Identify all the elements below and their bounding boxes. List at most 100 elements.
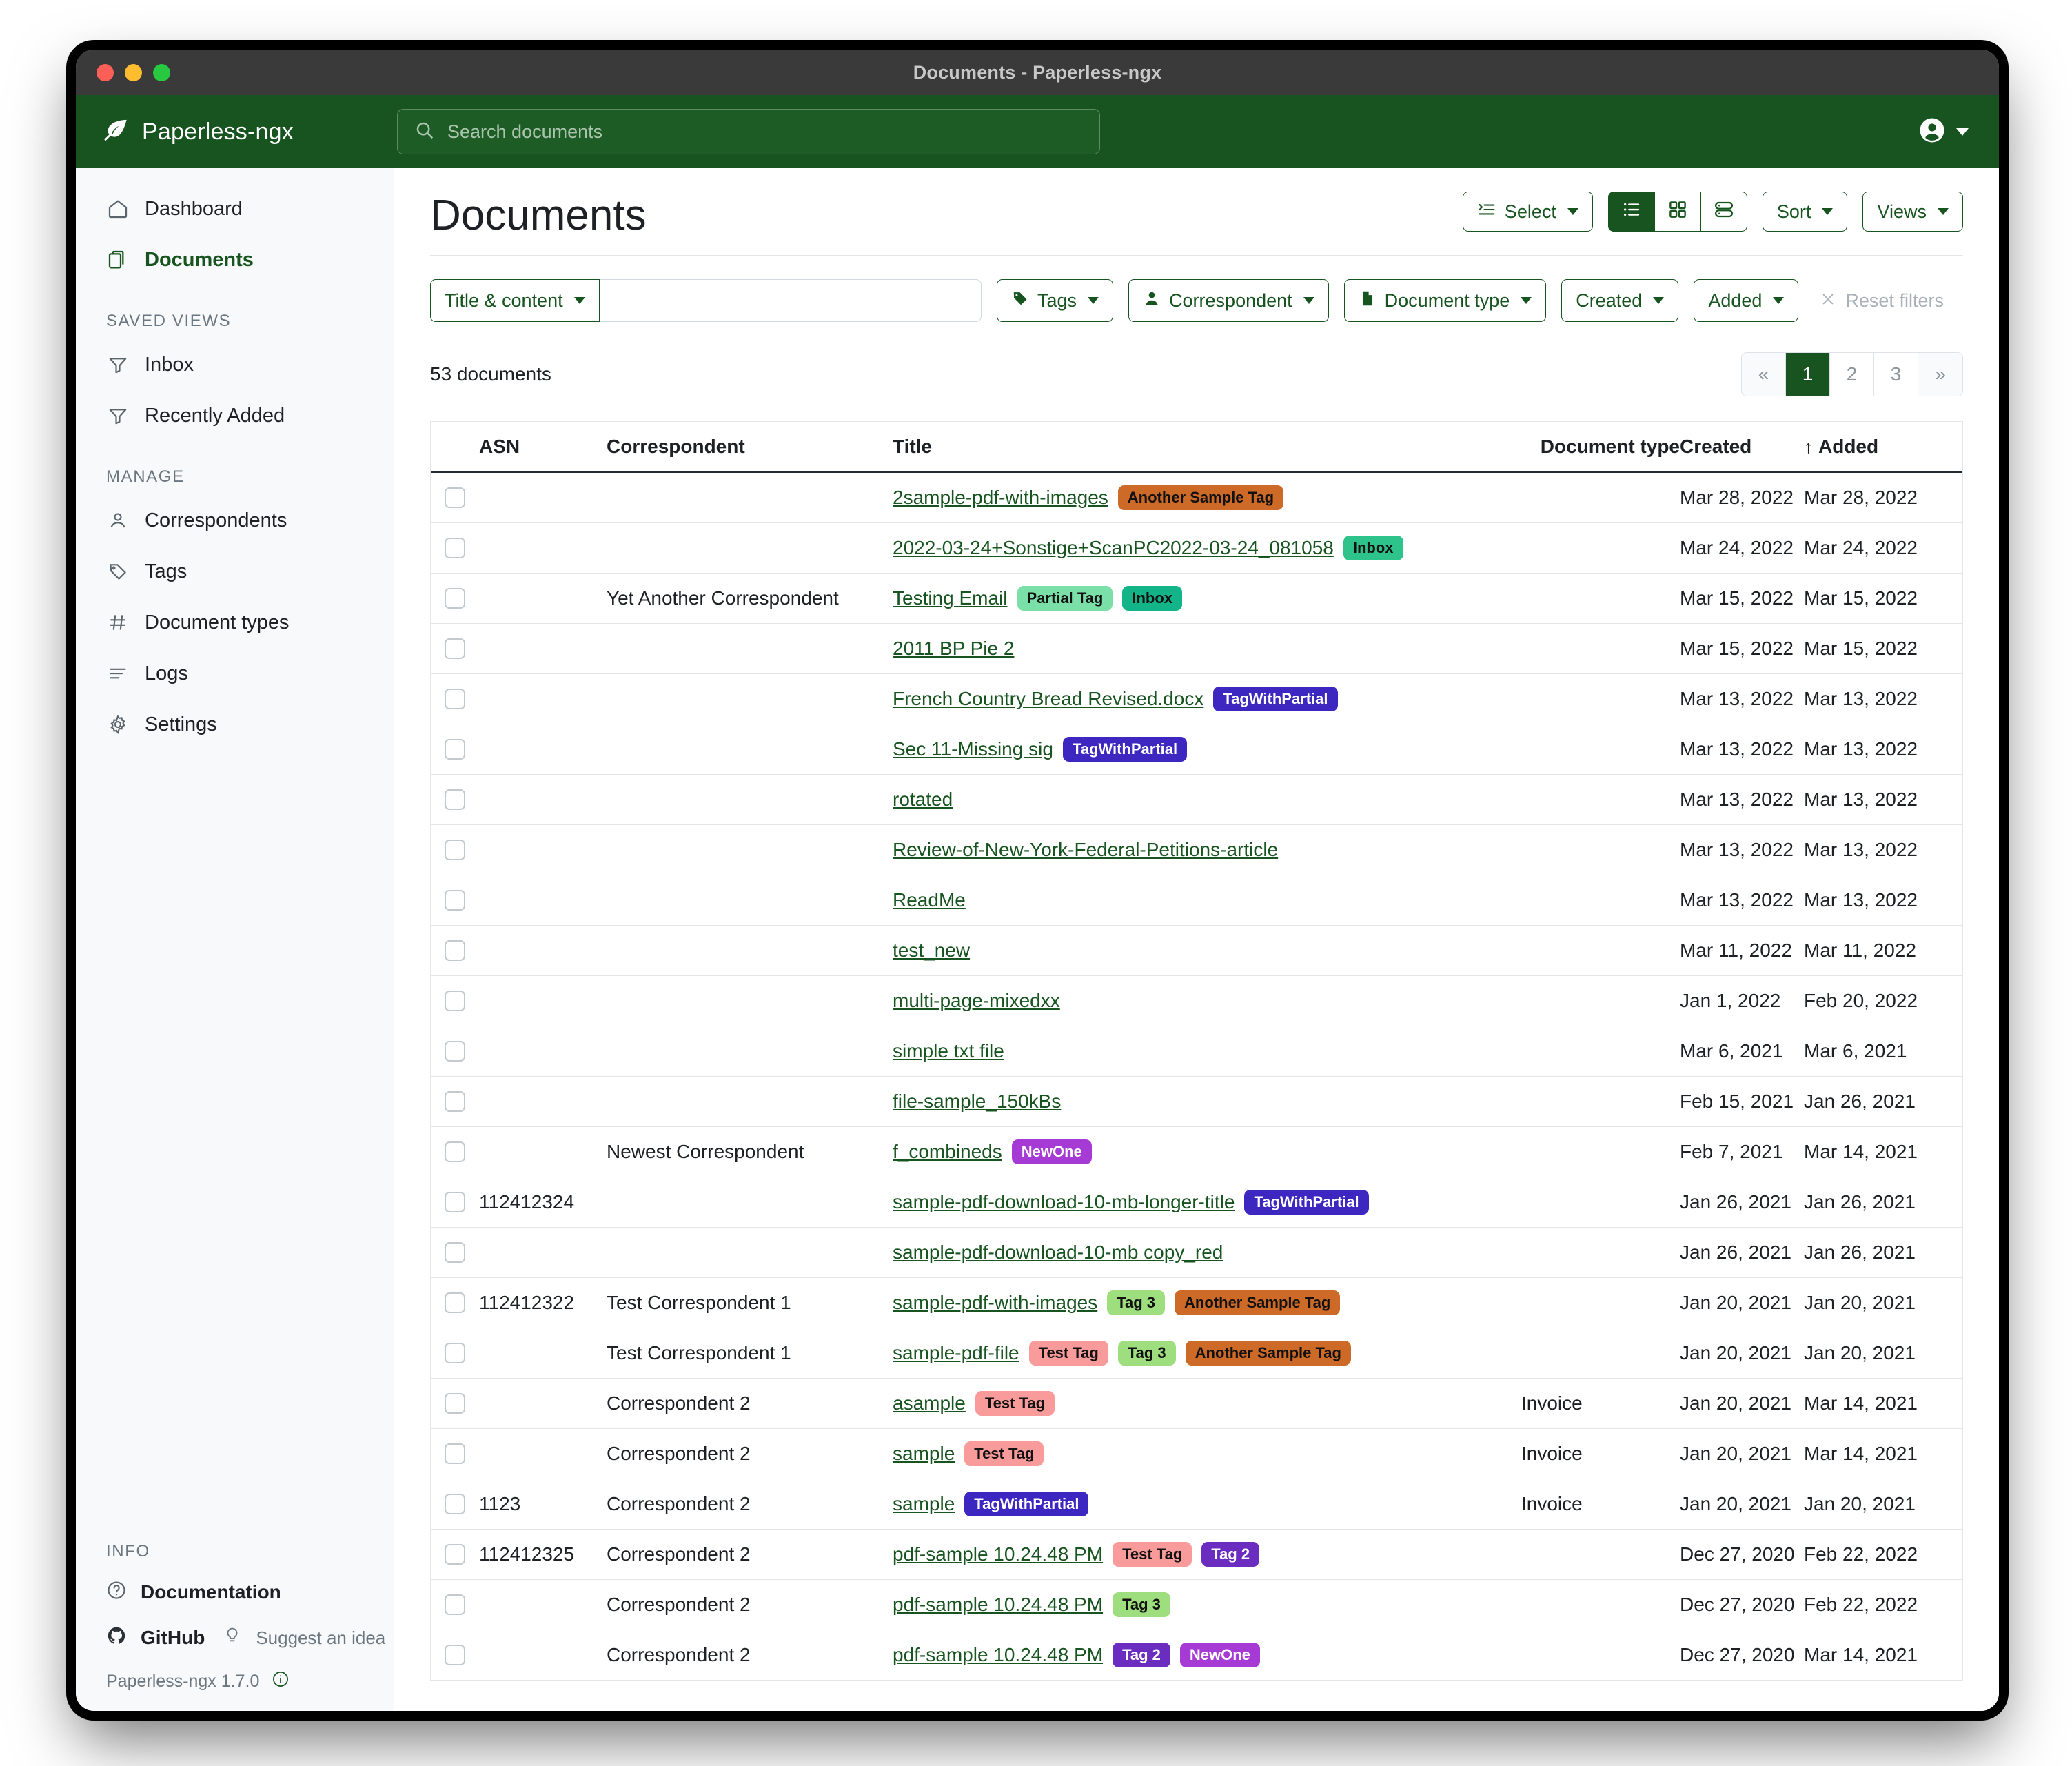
maximize-window-button[interactable] (153, 63, 170, 81)
tag-badge[interactable]: TagWithPartial (1244, 1190, 1369, 1215)
row-checkbox[interactable] (445, 940, 465, 961)
row-checkbox[interactable] (445, 1192, 465, 1212)
correspondent-filter-button[interactable]: Correspondent (1128, 279, 1329, 322)
table-row[interactable]: multi-page-mixedxx Jan 1, 2022 Feb 20, 202… (431, 976, 1962, 1026)
document-title-link[interactable]: pdf-sample 10.24.48 PM (893, 1594, 1104, 1615)
document-title-link[interactable]: 2022-03-24+Sonstige+ScanPC2022-03-24_081… (893, 537, 1334, 558)
table-row[interactable]: 112412324 sample-pdf-download-10-mb-longe… (431, 1177, 1962, 1228)
tag-badge[interactable]: Test Tag (1113, 1542, 1192, 1567)
suggest-idea-link[interactable]: Suggest an idea (223, 1615, 385, 1661)
tag-badge[interactable]: Tag 2 (1113, 1643, 1170, 1667)
table-row[interactable]: Sec 11-Missing sig TagWithPartial Mar 13, … (431, 724, 1962, 775)
minimize-window-button[interactable] (125, 63, 142, 81)
list-view-button[interactable] (1607, 192, 1655, 232)
table-row[interactable]: 112412322 Test Correspondent 1 sample-pdf-… (431, 1278, 1962, 1328)
tag-badge[interactable]: TagWithPartial (964, 1492, 1089, 1516)
tag-badge[interactable]: Test Tag (1028, 1341, 1108, 1366)
column-header-correspondent[interactable]: Correspondent (607, 435, 745, 457)
table-row[interactable]: Correspondent 2 pdf-sample 10.24.48 PM Tag… (431, 1630, 1962, 1681)
document-title-link[interactable]: Review-of-New-York-Federal-Petitions-art… (893, 839, 1279, 860)
row-checkbox[interactable] (445, 789, 465, 810)
column-header-added[interactable]: ↑ Added (1804, 436, 1962, 458)
sidebar-item-inbox[interactable]: Inbox (76, 339, 394, 390)
row-checkbox[interactable] (445, 1393, 465, 1414)
document-title-link[interactable]: pdf-sample 10.24.48 PM (893, 1644, 1104, 1665)
sidebar-item-tags[interactable]: Tags (76, 546, 394, 597)
column-header-title[interactable]: Title (893, 435, 933, 457)
row-checkbox[interactable] (445, 991, 465, 1011)
document-title-link[interactable]: simple txt file (893, 1040, 1004, 1062)
table-row[interactable]: test_new Mar 11, 2022 Mar 11, 2022 (431, 926, 1962, 976)
title-content-dropdown[interactable]: Title & content (430, 279, 600, 322)
table-row[interactable]: sample-pdf-download-10-mb copy_red Jan 26… (431, 1228, 1962, 1278)
grid-view-button[interactable] (1654, 192, 1701, 232)
row-checkbox[interactable] (445, 689, 465, 709)
added-filter-button[interactable]: Added (1694, 279, 1799, 322)
info-circle-icon[interactable] (272, 1670, 290, 1693)
document-title-link[interactable]: file-sample_150kBs (893, 1090, 1062, 1112)
tag-badge[interactable]: TagWithPartial (1062, 737, 1188, 762)
row-checkbox[interactable] (445, 1443, 465, 1464)
table-row[interactable]: 2022-03-24+Sonstige+ScanPC2022-03-24_081… (431, 523, 1962, 574)
pagination-prev[interactable]: « (1742, 353, 1786, 396)
tag-badge[interactable]: Another Sample Tag (1117, 485, 1284, 510)
row-checkbox[interactable] (445, 1544, 465, 1565)
row-checkbox[interactable] (445, 1645, 465, 1665)
tag-badge[interactable]: Test Tag (964, 1441, 1044, 1466)
row-checkbox[interactable] (445, 638, 465, 659)
sidebar-item-logs[interactable]: Logs (76, 648, 394, 699)
row-checkbox[interactable] (445, 588, 465, 609)
sidebar-item-correspondents[interactable]: Correspondents (76, 495, 394, 546)
tag-badge[interactable]: Another Sample Tag (1185, 1341, 1351, 1366)
table-row[interactable]: Review-of-New-York-Federal-Petitions-art… (431, 825, 1962, 875)
row-checkbox[interactable] (445, 1141, 465, 1162)
tag-badge[interactable]: Another Sample Tag (1175, 1290, 1341, 1315)
table-row[interactable]: Yet Another Correspondent Testing Email Pa… (431, 574, 1962, 624)
row-checkbox[interactable] (445, 890, 465, 911)
detail-view-button[interactable] (1700, 192, 1747, 232)
tag-badge[interactable]: Tag 2 (1201, 1542, 1260, 1567)
document-title-link[interactable]: sample (893, 1493, 955, 1514)
table-row[interactable]: Correspondent 2 asample Test Tag Invoice Jan… (431, 1379, 1962, 1429)
document-title-link[interactable]: 2sample-pdf-with-images (893, 487, 1108, 508)
pagination-page-1[interactable]: 1 (1786, 353, 1830, 396)
tag-badge[interactable]: NewOne (1179, 1643, 1260, 1667)
tag-badge[interactable]: Test Tag (975, 1391, 1055, 1416)
sidebar-item-dashboard[interactable]: Dashboard (76, 183, 394, 234)
created-filter-button[interactable]: Created (1561, 279, 1679, 322)
table-row[interactable]: 1123 Correspondent 2 sample TagWithPartial I… (431, 1479, 1962, 1530)
pagination-page-2[interactable]: 2 (1830, 353, 1874, 396)
select-button[interactable]: Select (1462, 192, 1593, 232)
row-checkbox[interactable] (445, 1494, 465, 1514)
table-row[interactable]: 2sample-pdf-with-images Another Sample Ta… (431, 473, 1962, 523)
table-row[interactable]: 2011 BP Pie 2 Mar 15, 2022 Mar 15, 2022 (431, 624, 1962, 674)
sidebar-item-recently-added[interactable]: Recently Added (76, 390, 394, 441)
row-checkbox[interactable] (445, 487, 465, 508)
table-row[interactable]: Correspondent 2 pdf-sample 10.24.48 PM Tag… (431, 1580, 1962, 1630)
pagination-next[interactable]: » (1918, 353, 1962, 396)
filter-text-input[interactable] (599, 279, 982, 322)
document-title-link[interactable]: sample-pdf-file (893, 1342, 1019, 1363)
document-title-link[interactable]: rotated (893, 789, 953, 810)
brand[interactable]: Paperless-ngx (101, 117, 397, 146)
table-row[interactable]: ReadMe Mar 13, 2022 Mar 13, 2022 (431, 875, 1962, 926)
sidebar-item-settings[interactable]: Settings (76, 699, 394, 750)
table-row[interactable]: French Country Bread Revised.docx TagWith… (431, 674, 1962, 724)
close-window-button[interactable] (97, 63, 114, 81)
sidebar-item-documents[interactable]: Documents (76, 234, 394, 285)
row-checkbox[interactable] (445, 1343, 465, 1363)
table-row[interactable]: simple txt file Mar 6, 2021 Mar 6, 2021 (431, 1026, 1962, 1077)
tag-badge[interactable]: TagWithPartial (1213, 687, 1338, 711)
row-checkbox[interactable] (445, 1292, 465, 1313)
user-menu[interactable] (1918, 116, 1969, 148)
table-row[interactable]: 112412325 Correspondent 2 pdf-sample 10.24… (431, 1530, 1962, 1580)
tag-badge[interactable]: Tag 3 (1117, 1341, 1176, 1366)
document-title-link[interactable]: sample-pdf-download-10-mb-longer-title (893, 1191, 1235, 1212)
sort-button[interactable]: Sort (1762, 192, 1848, 232)
tags-filter-button[interactable]: Tags (997, 279, 1114, 322)
column-header-created[interactable]: Created (1680, 435, 1752, 457)
document-title-link[interactable]: sample-pdf-download-10-mb copy_red (893, 1241, 1223, 1263)
table-row[interactable]: rotated Mar 13, 2022 Mar 13, 2022 (431, 775, 1962, 825)
row-checkbox[interactable] (445, 1091, 465, 1112)
document-title-link[interactable]: test_new (893, 940, 971, 961)
